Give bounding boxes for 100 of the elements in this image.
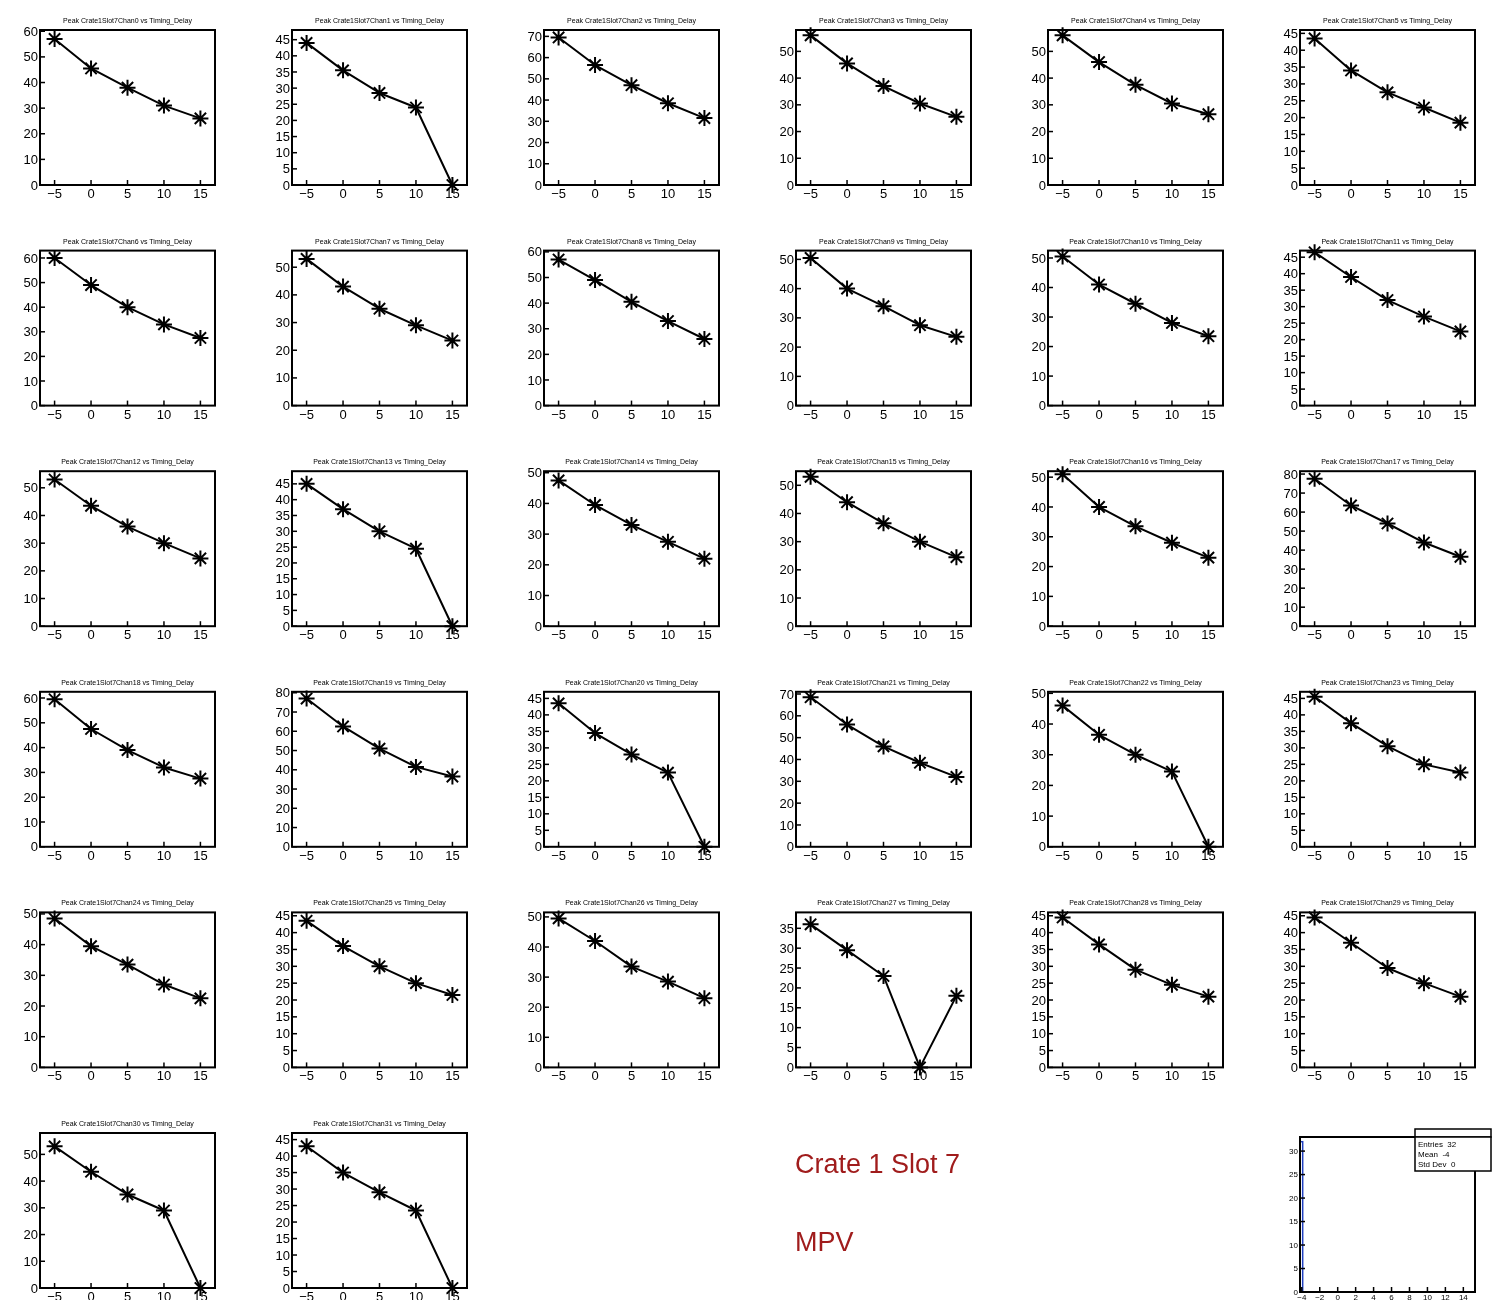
y-tick-label: 30 bbox=[275, 315, 290, 331]
x-tick-label: 10 bbox=[408, 847, 424, 863]
y-tick-label: 20 bbox=[779, 339, 794, 355]
x-tick-label: 10 bbox=[912, 847, 928, 863]
x-tick-label: 5 bbox=[1383, 847, 1392, 863]
x-tick-label: 15 bbox=[1201, 847, 1216, 863]
y-tick-label: 10 bbox=[527, 372, 542, 388]
y-tick-label: 25 bbox=[1283, 315, 1298, 331]
x-tick-label: 5 bbox=[627, 406, 636, 422]
point bbox=[874, 737, 893, 756]
y-tick-label: 30 bbox=[23, 535, 38, 551]
y-tick-label: 45 bbox=[1283, 25, 1298, 41]
point bbox=[406, 539, 425, 558]
y-tick-label: 35 bbox=[1031, 942, 1046, 958]
point bbox=[406, 974, 425, 993]
point bbox=[406, 98, 425, 117]
x-tick-label: 15 bbox=[949, 406, 964, 422]
y-tick-label: 35 bbox=[1283, 942, 1298, 958]
y-tick-label: 30 bbox=[1031, 958, 1046, 974]
point bbox=[191, 549, 210, 568]
point bbox=[118, 741, 137, 760]
x-tick-label: 15 bbox=[697, 847, 712, 863]
x-tick-label: 15 bbox=[445, 186, 460, 201]
y-tick-label: 10 bbox=[1283, 143, 1298, 159]
y-tick-label: 25 bbox=[1031, 975, 1046, 991]
x-tick-label: 5 bbox=[375, 186, 384, 201]
point bbox=[82, 1162, 101, 1181]
x-tick-label: 0 bbox=[1095, 186, 1103, 201]
point bbox=[443, 985, 462, 1004]
x-tick-label: 10 bbox=[156, 186, 172, 201]
y-tick-label: 5 bbox=[282, 602, 290, 618]
y-tick-label: 20 bbox=[275, 1214, 290, 1230]
y-tick-label: 10 bbox=[23, 373, 38, 389]
x-tick-label: 15 bbox=[949, 847, 964, 863]
y-tick-label: 5 bbox=[282, 1264, 290, 1280]
y-tick-label: 20 bbox=[527, 999, 542, 1015]
y-tick-label: 40 bbox=[527, 939, 542, 955]
point bbox=[658, 763, 677, 782]
x-tick-label: 0 bbox=[591, 627, 599, 643]
point bbox=[334, 1163, 353, 1182]
point bbox=[1199, 548, 1218, 567]
x-tick-label: 5 bbox=[1131, 186, 1140, 201]
x-tick-label: 4 bbox=[1371, 1293, 1377, 1302]
y-tick-label: 20 bbox=[527, 557, 542, 573]
y-tick-label: 40 bbox=[1031, 925, 1046, 941]
point bbox=[154, 975, 173, 994]
y-tick-label: 30 bbox=[275, 781, 290, 797]
x-tick-label: 0 bbox=[87, 847, 95, 863]
y-tick-label: 15 bbox=[1283, 348, 1298, 364]
y-tick-label: 45 bbox=[527, 690, 542, 706]
y-tick-label: 10 bbox=[527, 588, 542, 604]
point bbox=[370, 522, 389, 541]
point bbox=[1451, 547, 1470, 566]
point bbox=[1162, 975, 1181, 994]
point bbox=[406, 316, 425, 335]
y-tick-label: 10 bbox=[275, 1026, 290, 1042]
point bbox=[1378, 514, 1397, 533]
y-tick-label: 40 bbox=[275, 925, 290, 941]
y-tick-label: 40 bbox=[1283, 925, 1298, 941]
x-tick-label: 0 bbox=[591, 1068, 599, 1084]
x-tick-label: 10 bbox=[1416, 847, 1432, 863]
x-tick-label: 10 bbox=[1416, 1068, 1432, 1084]
y-tick-label: 10 bbox=[1283, 599, 1298, 615]
x-tick-label: 0 bbox=[87, 406, 95, 422]
y-tick-label: 50 bbox=[275, 259, 290, 275]
x-tick-label: 0 bbox=[87, 1068, 95, 1084]
y-tick-label: 10 bbox=[779, 1020, 794, 1036]
y-tick-label: 30 bbox=[23, 764, 38, 780]
x-tick-label: 5 bbox=[879, 406, 888, 422]
y-tick-label: 45 bbox=[1283, 249, 1298, 265]
x-tick-label: 0 bbox=[1347, 627, 1355, 643]
point bbox=[874, 297, 893, 316]
point bbox=[549, 694, 568, 713]
y-tick-label: 40 bbox=[1031, 716, 1046, 732]
point bbox=[406, 1201, 425, 1220]
y-tick-label: 15 bbox=[1289, 1217, 1299, 1227]
point bbox=[910, 94, 929, 113]
y-tick-label: 15 bbox=[1031, 1009, 1046, 1025]
y-tick-label: 20 bbox=[23, 563, 38, 579]
point bbox=[82, 720, 101, 738]
point bbox=[45, 1137, 64, 1156]
point bbox=[370, 1183, 389, 1202]
x-tick-label: 0 bbox=[339, 627, 347, 643]
x-tick-label: 2 bbox=[1353, 1293, 1359, 1302]
y-tick-label: 70 bbox=[1283, 485, 1298, 501]
point bbox=[622, 745, 641, 764]
y-tick-label: 45 bbox=[275, 908, 290, 924]
point bbox=[874, 514, 893, 533]
x-tick-label: 0 bbox=[87, 627, 95, 643]
point bbox=[838, 493, 857, 512]
x-tick-label: 10 bbox=[408, 186, 424, 201]
point bbox=[1451, 322, 1470, 341]
x-tick-label: 10 bbox=[1416, 627, 1432, 643]
y-tick-label: 40 bbox=[1283, 266, 1298, 282]
y-tick-label: 40 bbox=[527, 707, 542, 723]
point bbox=[1342, 496, 1361, 515]
y-tick-label: 35 bbox=[1283, 282, 1298, 298]
y-tick-label: 5 bbox=[1290, 381, 1298, 397]
y-tick-label: 15 bbox=[779, 1000, 794, 1016]
x-tick-label: 0 bbox=[339, 406, 347, 422]
